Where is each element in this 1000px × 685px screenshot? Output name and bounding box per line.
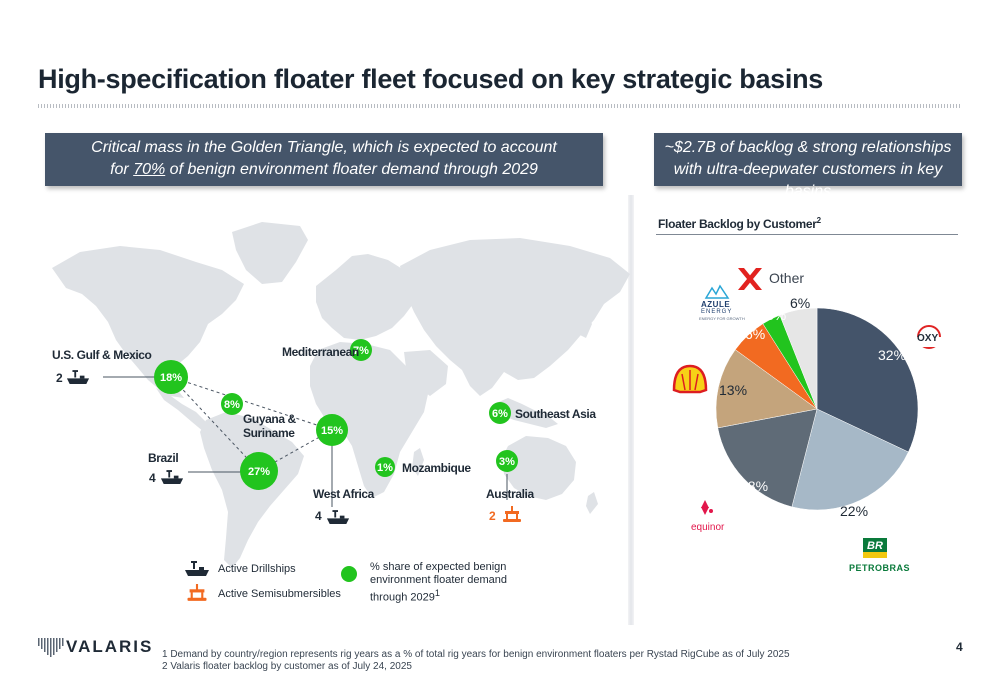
shell-logo-icon [672,364,708,394]
footnote-1: 1 Demand by country/region represents ri… [162,649,790,660]
label-us-gulf: U.S. Gulf & Mexico [52,348,152,362]
azule-logo-text-2: ENERGY [701,309,733,315]
japan [578,312,592,338]
bubble-labels: 18% 8% 27% 7% 15% 1% 6% 3% [160,345,515,478]
label-mozambique: Mozambique [402,461,471,475]
banner-right-line1: ~$2.7B of backlog & strong relationships [664,139,952,156]
equinor-logo-icon [701,500,713,515]
banner-right-line2: with ultra-deepwater customers in key ba… [673,161,943,200]
oxy-logo-icon [915,325,943,349]
share-bubbles [154,339,518,490]
petrobras-logo-text: PETROBRAS [849,563,911,573]
exxonmobil-logo-icon [738,268,762,290]
pie-slice-other [779,307,818,410]
pie-title-rule [656,234,958,235]
australia-land [502,436,576,500]
page-title: High-specification floater fleet focused… [38,64,823,94]
pie-label-petrobras: 22% [840,503,869,519]
footnotes: 1 Demand by country/region represents ri… [162,649,790,673]
share-southeast-asia: 6% [492,408,508,420]
bubble-brazil [240,452,278,490]
valaris-logo-icon [38,638,64,657]
share-us-gulf: 18% [160,372,182,384]
count-australia: 2 [489,509,496,523]
label-mediterranean: Mediterranean [282,345,359,359]
madagascar [412,448,424,476]
valaris-logo-text: VALARIS [66,637,154,656]
pie-label-azule: 6% [745,326,766,342]
pie-label-shell: 13% [719,382,748,398]
label-guyana: Guyana & Suriname [243,412,296,440]
backlog-banner: ~$2.7B of backlog & strong relationships… [654,133,962,200]
label-australia: Australia [486,487,534,501]
pie-label-other: 6% [790,295,811,311]
share-brazil: 27% [248,466,270,478]
central-america [156,388,212,432]
bubble-guyana [221,393,243,415]
count-west-africa: 4 [315,509,322,523]
count-brazil: 4 [149,471,156,485]
count-us-gulf: 2 [56,371,63,385]
section-divider [628,195,634,625]
legend-semis: Active Semisubmersibles [218,588,341,600]
asia [400,238,630,396]
africa [310,342,428,498]
bubble-us-gulf [154,360,188,394]
banner-left-highlight: 70% [133,161,166,178]
greenland [232,222,308,284]
pie-label-equinor: 18% [740,478,769,494]
arabia [404,350,448,396]
north-america [52,246,244,398]
label-west-africa: West Africa [313,487,374,501]
pie-slice-oxy [816,307,919,453]
leader-lines [103,376,508,507]
pie-slices [715,307,919,511]
share-mozambique: 1% [377,462,393,474]
oxy-logo-text: OXY [917,333,939,344]
pie-chart-title: Floater Backlog by Customer2 [658,216,821,231]
share-guyana: 8% [224,399,240,411]
label-brazil: Brazil [148,451,179,465]
petrobras-logo-icon [863,538,887,558]
pie-label-exxon: 3% [766,307,787,323]
label-southeast-asia: Southeast Asia [515,407,596,421]
golden-triangle-banner: Critical mass in the Golden Triangle, wh… [45,133,603,186]
pie-slice-petrobras [791,408,909,511]
equinor-logo-text: equinor [691,522,725,533]
south-america [200,412,304,568]
petrobras-br-text: BR [867,540,883,552]
pie-slice-equinor [717,408,818,508]
share-australia: 3% [499,456,515,468]
azule-logo-icon [704,284,730,299]
pie-slice-shell [715,349,818,429]
bubble-mozambique [375,457,395,477]
bubble-australia [496,450,518,472]
banner-left-line1: Critical mass in the Golden Triangle, wh… [91,139,557,156]
bubble-southeast-asia [489,402,511,424]
azule-logo-text-3: ENERGY FOR GROWTH [699,316,745,321]
new-zealand [586,492,598,514]
bubble-mediterranean [350,339,372,361]
title-divider [38,104,962,108]
map-landmasses [52,222,630,568]
other-label: Other [769,270,805,286]
europe [316,254,420,340]
share-west-africa: 15% [321,425,343,437]
pie-label-oxy: 32% [878,347,907,363]
banner-left-line2: for 70% of benign environment floater de… [110,161,538,178]
legend-share-icon [341,566,357,582]
indonesia [494,398,558,428]
bubble-west-africa [316,414,348,446]
page-number: 4 [956,640,963,654]
footnote-2: 2 Valaris floater backlog by customer as… [162,661,412,672]
legend-share: % share of expected benign environment f… [370,561,507,604]
share-mediterranean: 7% [353,345,369,357]
azule-logo-text-1: AZULE [701,300,731,309]
legend-drillships: Active Drillships [218,563,296,575]
